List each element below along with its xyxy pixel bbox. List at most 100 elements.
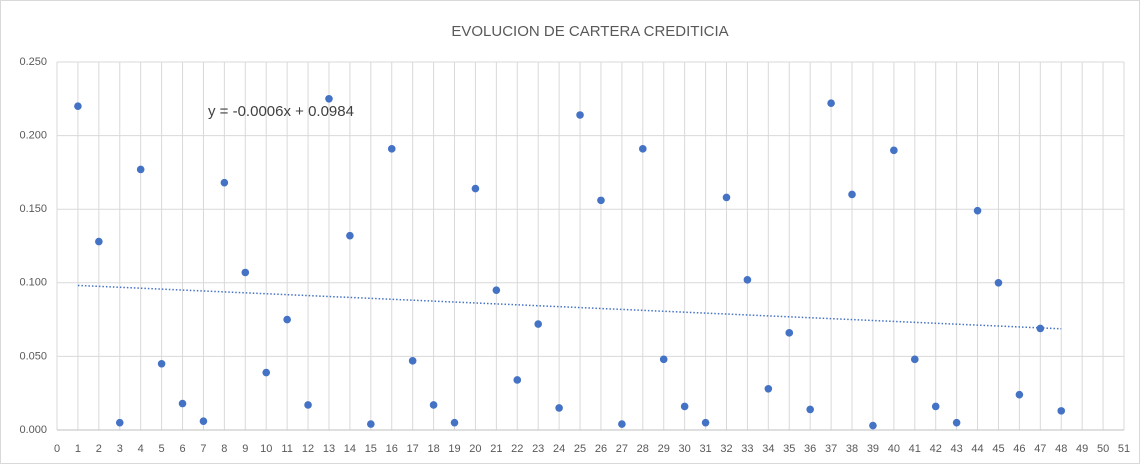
point (618, 420, 626, 428)
x-tick-label: 17 (407, 443, 419, 455)
point (576, 111, 584, 119)
point (743, 276, 752, 284)
x-tick-label: 40 (888, 443, 900, 455)
point (283, 315, 291, 324)
x-tick-label: 22 (511, 443, 523, 455)
x-tick-label: 42 (930, 443, 942, 455)
x-tick-label: 35 (783, 443, 795, 455)
point (471, 184, 480, 193)
x-tick-label: 7 (200, 443, 206, 455)
x-tick-label: 27 (616, 443, 628, 455)
x-tick-label: 44 (971, 443, 983, 455)
x-tick-label: 8 (221, 443, 227, 455)
point (785, 329, 794, 337)
point (973, 206, 982, 215)
y-tick-label: 0.150 (19, 203, 47, 215)
x-tick-label: 3 (117, 443, 123, 455)
x-tick-label: 2 (96, 443, 102, 455)
point (994, 279, 1003, 287)
x-tick-label: 43 (951, 443, 963, 455)
trendline-equation: y = -0.0006x + 0.0984 (208, 103, 354, 120)
x-tick-label: 25 (574, 443, 586, 455)
x-tick-label: 11 (281, 443, 292, 455)
chart-title: EVOLUCION DE CARTERA CREDITICIA (451, 23, 728, 40)
x-tick-label: 15 (365, 443, 377, 455)
x-tick-label: 33 (741, 443, 753, 455)
x-tick-label: 46 (1013, 443, 1025, 455)
x-tick-label: 38 (846, 443, 858, 455)
x-tick-label: 30 (679, 443, 691, 455)
point (157, 359, 166, 368)
trendline (77, 284, 1062, 330)
x-tick-label: 12 (302, 443, 314, 455)
point (701, 418, 710, 427)
x-tick-label: 34 (762, 443, 774, 455)
x-tick-label: 51 (1118, 443, 1130, 455)
x-tick-label: 20 (469, 443, 481, 455)
point (639, 145, 647, 153)
point (513, 376, 522, 384)
point (346, 231, 354, 240)
x-tick-label: 37 (825, 443, 837, 455)
x-tick-label: 48 (1055, 443, 1067, 455)
x-tick-label: 29 (658, 443, 670, 455)
x-tick-label: 47 (1034, 443, 1046, 455)
x-tick-label: 31 (699, 443, 711, 455)
point (262, 368, 271, 377)
x-tick-label: 19 (448, 443, 460, 455)
point (659, 355, 668, 364)
x-tick-label: 50 (1097, 443, 1109, 455)
point (115, 418, 124, 427)
x-tick-label: 10 (260, 443, 272, 455)
point (555, 404, 563, 412)
point (827, 99, 835, 108)
point (680, 402, 689, 411)
x-tick-label: 14 (344, 443, 356, 455)
x-tick-label: 41 (909, 443, 921, 455)
point (450, 418, 459, 427)
y-tick-label: 0.200 (19, 130, 47, 142)
x-tick-label: 49 (1076, 443, 1088, 455)
point (1057, 407, 1066, 415)
point (74, 102, 82, 110)
point (952, 418, 961, 427)
point (136, 165, 145, 174)
x-tick-label: 13 (323, 443, 335, 455)
point (848, 190, 856, 199)
point (304, 401, 312, 409)
point (597, 196, 605, 205)
point (367, 420, 375, 428)
point (387, 145, 396, 153)
x-tick-label: 21 (490, 443, 502, 455)
x-tick-label: 45 (992, 443, 1004, 455)
y-tick-label: 0.050 (19, 350, 47, 362)
point (178, 399, 187, 408)
x-tick-label: 32 (720, 443, 732, 455)
point (869, 421, 877, 430)
x-tick-label: 6 (179, 443, 185, 455)
x-tick-label: 4 (138, 443, 144, 455)
x-tick-label: 36 (804, 443, 816, 455)
x-tick-label: 5 (159, 443, 165, 455)
point (910, 355, 919, 364)
point (220, 178, 229, 187)
point (325, 95, 333, 103)
x-tick-label: 39 (867, 443, 879, 455)
x-tick-label: 23 (532, 443, 544, 455)
x-tick-label: 24 (553, 443, 565, 455)
point (534, 320, 542, 328)
point (722, 193, 731, 202)
point (241, 268, 250, 277)
point (890, 146, 898, 155)
y-tick-label: 0.000 (19, 424, 47, 436)
x-tick-label: 28 (637, 443, 649, 455)
point (408, 357, 417, 365)
x-tick-label: 0 (54, 443, 60, 455)
x-tick-label: 26 (595, 443, 607, 455)
point (429, 401, 438, 409)
x-tick-label: 16 (386, 443, 398, 455)
x-tick-label: 9 (242, 443, 248, 455)
y-tick-label: 0.100 (19, 277, 47, 289)
